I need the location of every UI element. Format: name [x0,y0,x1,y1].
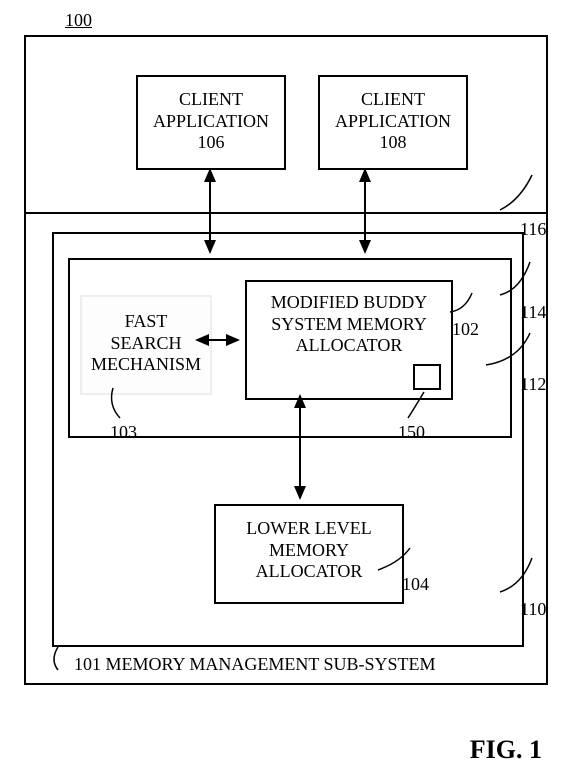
client-app-106: CLIENT APPLICATION 106 [136,75,286,170]
client-a-l2: APPLICATION [138,111,284,133]
fast-search-103: FAST SEARCH MECHANISM [80,295,212,395]
client-app-108: CLIENT APPLICATION 108 [318,75,468,170]
inner-box-150 [413,364,441,390]
outer-box-100: CLIENT APPLICATION 106 CLIENT APPLICATIO… [24,35,548,685]
lower-level-allocator-104: LOWER LEVEL MEMORY ALLOCATOR [214,504,404,604]
fast-l3: MECHANISM [82,354,210,376]
client-b-ref: 108 [320,132,466,154]
region-divider [26,212,546,214]
label-101: 101 MEMORY MANAGEMENT SUB-SYSTEM [74,654,436,675]
mod-l2: SYSTEM MEMORY [247,314,451,336]
low-l1: LOWER LEVEL [216,518,402,540]
fast-l1: FAST [82,311,210,333]
fast-l2: SEARCH [82,333,210,355]
mod-l3: ALLOCATOR [247,335,451,357]
client-b-l2: APPLICATION [320,111,466,133]
low-l2: MEMORY [216,540,402,562]
figure-label: FIG. 1 [470,735,542,765]
memory-mgmt-subsystem-101: FAST SEARCH MECHANISM MODIFIED BUDDY SYS… [52,232,524,647]
modified-buddy-102: MODIFIED BUDDY SYSTEM MEMORY ALLOCATOR [245,280,453,400]
container-112: FAST SEARCH MECHANISM MODIFIED BUDDY SYS… [68,258,512,438]
client-a-ref: 106 [138,132,284,154]
client-a-l1: CLIENT [138,89,284,111]
low-l3: ALLOCATOR [216,561,402,583]
client-b-l1: CLIENT [320,89,466,111]
mod-l1: MODIFIED BUDDY [247,292,451,314]
ref-100: 100 [65,10,92,31]
